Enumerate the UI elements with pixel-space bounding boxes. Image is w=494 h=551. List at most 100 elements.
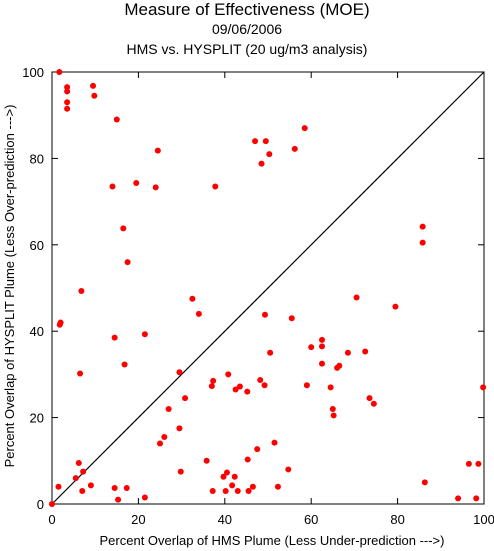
data-point (319, 343, 325, 350)
data-point (267, 349, 274, 356)
data-point (225, 371, 232, 378)
data-point (123, 485, 130, 492)
data-point (473, 495, 480, 502)
data-point (80, 468, 87, 475)
data-point (262, 138, 269, 145)
data-point (56, 69, 63, 75)
data-point (362, 348, 369, 355)
data-points (49, 69, 487, 507)
data-point (111, 485, 118, 492)
data-point (113, 116, 120, 123)
data-point (419, 223, 426, 230)
data-point (285, 466, 292, 473)
x-tick-label: 80 (390, 512, 404, 527)
axis-ticks: 0 20 40 60 80 100 0 20 40 60 80 100 (22, 65, 494, 527)
chart-title: Measure of Effectiveness (MOE) (124, 0, 370, 19)
data-point (229, 482, 236, 489)
data-point (210, 377, 217, 384)
data-point (177, 468, 184, 475)
data-point (330, 412, 337, 419)
x-tick-label: 0 (48, 512, 55, 527)
data-point (64, 99, 71, 106)
data-point (254, 446, 261, 453)
data-point (475, 460, 482, 467)
data-point (64, 88, 71, 95)
data-point (152, 184, 159, 191)
y-tick-label: 20 (30, 411, 44, 426)
data-point (141, 331, 148, 338)
data-point (120, 225, 127, 232)
data-point (79, 488, 86, 495)
data-point (176, 425, 183, 432)
y-tick-label: 80 (30, 151, 44, 166)
data-point (91, 92, 98, 99)
data-point (161, 434, 168, 441)
data-point (366, 395, 373, 402)
data-point (154, 147, 161, 154)
data-point (236, 383, 243, 390)
data-point (308, 344, 315, 351)
data-point (327, 384, 334, 391)
y-tick-label: 40 (30, 324, 44, 339)
data-point (266, 151, 273, 158)
data-point (115, 496, 122, 503)
y-tick-label: 0 (37, 497, 44, 512)
data-point (353, 294, 360, 301)
data-point (222, 488, 229, 495)
data-point (87, 482, 94, 489)
data-point (271, 439, 278, 446)
x-tick-label: 60 (304, 512, 318, 527)
data-point (121, 361, 128, 368)
data-point (329, 405, 336, 412)
y-tick-label: 100 (22, 65, 44, 80)
data-point (419, 239, 426, 246)
data-point (480, 384, 487, 391)
data-point (141, 494, 148, 501)
data-point (75, 459, 82, 466)
data-point (189, 295, 196, 302)
data-point (244, 456, 251, 463)
data-point (234, 488, 241, 495)
data-point (244, 388, 251, 395)
data-point (78, 288, 85, 295)
data-point (182, 395, 189, 402)
data-point (203, 457, 210, 464)
data-point (195, 310, 202, 317)
data-point (90, 82, 97, 89)
data-point (291, 145, 298, 152)
data-point (301, 125, 308, 132)
data-point (303, 382, 310, 389)
data-point (223, 469, 230, 476)
data-point (258, 160, 265, 167)
plot-frame (51, 71, 485, 505)
data-point (55, 483, 62, 490)
data-point (77, 370, 84, 377)
data-point (319, 360, 325, 367)
data-point (455, 495, 462, 502)
data-point (336, 362, 343, 369)
data-point (232, 386, 239, 393)
x-tick-label: 20 (131, 512, 145, 527)
data-point (249, 483, 256, 490)
data-point (421, 479, 428, 486)
data-point (261, 311, 268, 318)
data-point (252, 138, 259, 145)
data-point (64, 84, 71, 91)
data-point (212, 183, 219, 190)
data-point (261, 382, 268, 389)
x-tick-label: 40 (218, 512, 232, 527)
data-point (109, 183, 116, 190)
data-point (257, 377, 264, 384)
data-point (465, 460, 472, 467)
data-point (176, 369, 183, 376)
data-point (344, 349, 351, 356)
data-point (392, 303, 399, 310)
y-axis-label: Percent Overlap of HYSPLIT Plume (Less O… (2, 105, 17, 468)
data-point (274, 483, 281, 490)
one-to-one-line (51, 71, 485, 505)
x-tick-label: 100 (473, 512, 494, 527)
chart-subtitle: HMS vs. HYSPLIT (20 ug/m3 analysis) (126, 41, 368, 57)
data-point (220, 473, 227, 480)
data-point (245, 488, 252, 495)
data-point (231, 473, 238, 480)
